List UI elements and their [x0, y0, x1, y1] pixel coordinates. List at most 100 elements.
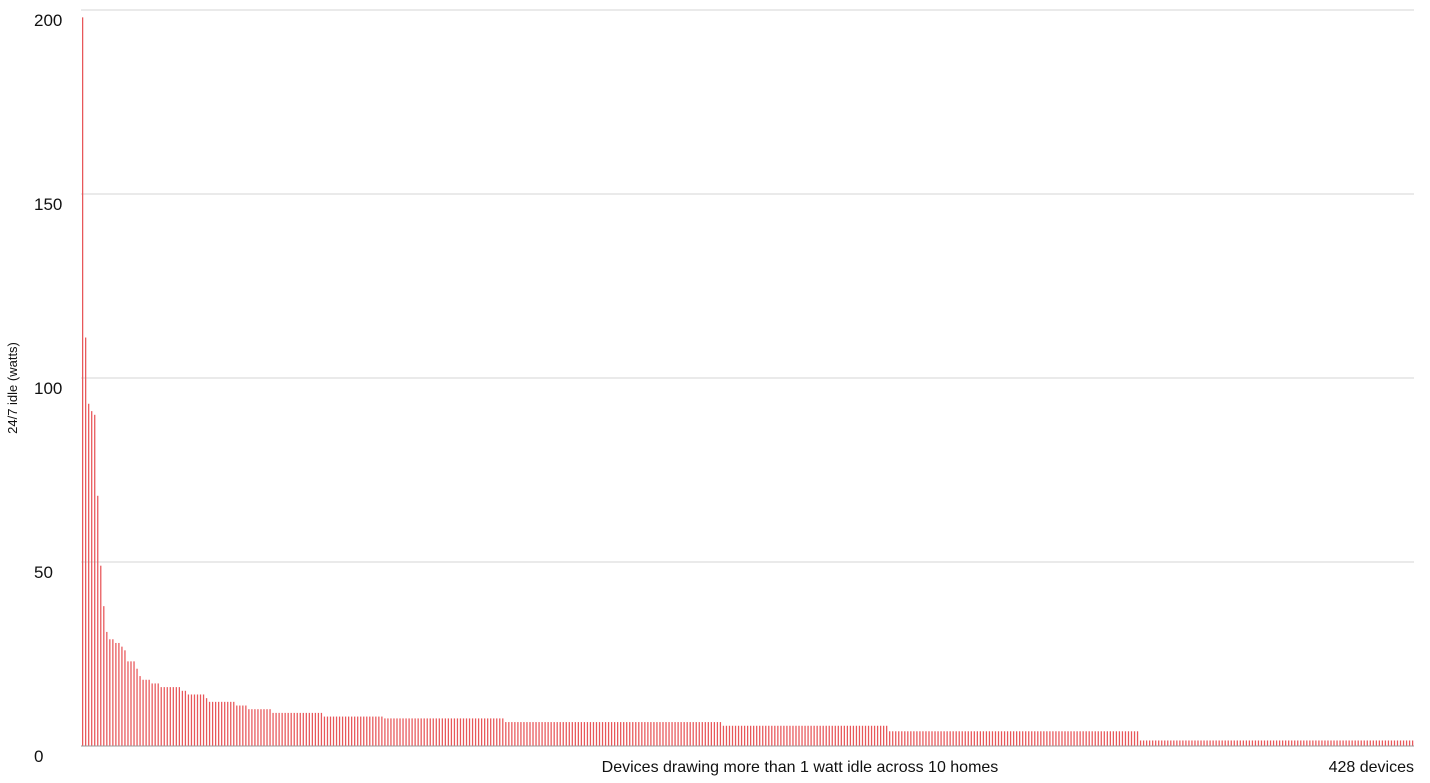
device-bar: [344, 716, 347, 746]
device-bar: [731, 725, 734, 746]
device-bar: [943, 731, 945, 746]
device-bar: [840, 725, 842, 746]
device-bar: [532, 722, 534, 746]
device-bar: [335, 716, 338, 746]
device-bar: [683, 722, 685, 746]
device-bar: [181, 690, 184, 746]
device-bar: [1278, 740, 1281, 746]
device-bar: [302, 712, 304, 746]
device-bar: [647, 722, 649, 746]
device-bar: [157, 683, 159, 746]
device-bar: [130, 661, 132, 746]
device-bar: [961, 731, 963, 746]
y-tick-label: 150: [34, 195, 62, 214]
device-bar: [867, 725, 870, 746]
device-bar: [638, 722, 640, 746]
device-bar: [1224, 740, 1226, 746]
device-bar: [426, 718, 428, 746]
y-tick-label: 100: [34, 379, 62, 398]
device-bar: [822, 725, 824, 746]
device-bar: [1285, 740, 1287, 746]
device-bar: [196, 694, 199, 746]
device-bar: [698, 722, 700, 746]
device-bar: [1194, 740, 1196, 746]
device-bar: [740, 725, 743, 746]
device-bar: [133, 661, 135, 746]
device-bar: [1266, 740, 1269, 746]
device-bar: [988, 731, 991, 746]
device-bar: [248, 709, 250, 746]
device-bar: [184, 690, 187, 746]
device-bar: [985, 731, 988, 746]
device-bar: [139, 676, 141, 746]
device-bar: [1112, 731, 1114, 746]
device-bar: [529, 722, 531, 746]
device-bar: [1254, 740, 1257, 746]
device-bar: [215, 701, 217, 746]
device-bar: [562, 722, 564, 746]
device-bar: [281, 712, 283, 746]
device-bar: [1170, 740, 1172, 746]
device-bar: [641, 722, 643, 746]
device-bar: [405, 718, 407, 746]
device-bar: [408, 718, 410, 746]
device-bar: [444, 718, 446, 746]
x-axis-end-label: 428 devices: [1329, 759, 1414, 776]
device-bar: [236, 705, 238, 746]
device-bar: [589, 722, 592, 746]
device-bar: [958, 731, 960, 746]
device-bar: [1052, 731, 1054, 746]
device-bar: [795, 725, 797, 746]
device-bar: [242, 705, 244, 746]
device-bar: [1197, 740, 1199, 746]
device-bar: [994, 731, 997, 746]
device-bar: [750, 725, 752, 746]
device-bar: [547, 722, 549, 746]
device-bar: [922, 731, 924, 746]
device-bar: [441, 718, 443, 746]
device-bar: [613, 722, 616, 746]
device-bar: [913, 731, 915, 746]
device-bar: [127, 661, 129, 746]
device-bar: [786, 725, 788, 746]
device-bar: [1372, 740, 1374, 746]
device-bar: [1142, 740, 1145, 746]
device-bar: [1309, 740, 1311, 746]
device-bar: [1378, 740, 1380, 746]
device-bar: [873, 725, 876, 746]
device-bar: [898, 731, 900, 746]
device-bar: [1152, 740, 1154, 746]
device-bar: [565, 722, 567, 746]
device-bar: [175, 687, 177, 746]
device-bar: [1088, 731, 1090, 746]
device-bar: [363, 716, 365, 746]
y-tick-label: 200: [34, 11, 62, 30]
device-bar: [1046, 731, 1048, 746]
device-bar: [145, 679, 147, 746]
device-bar: [583, 722, 586, 746]
device-bar: [97, 495, 99, 746]
device-bar: [1405, 740, 1408, 746]
device-bar: [665, 722, 667, 746]
device-bar: [617, 722, 619, 746]
device-bar: [1345, 740, 1347, 746]
device-bar: [819, 725, 821, 746]
device-bar: [1381, 740, 1384, 746]
device-bar: [1185, 740, 1187, 746]
device-bar: [925, 731, 927, 746]
device-bar: [387, 718, 389, 746]
device-bar: [91, 411, 93, 746]
device-bar: [338, 716, 341, 746]
device-bar: [1251, 740, 1254, 746]
device-bar: [1091, 731, 1093, 746]
device-bar: [737, 725, 740, 746]
device-bar: [607, 722, 610, 746]
device-bar: [964, 731, 966, 746]
device-bar: [94, 414, 96, 746]
device-bar: [771, 725, 773, 746]
device-bar: [314, 712, 317, 746]
device-bar: [595, 722, 598, 746]
device-bar: [828, 725, 830, 746]
device-bar: [774, 725, 776, 746]
device-bar: [1025, 731, 1027, 746]
